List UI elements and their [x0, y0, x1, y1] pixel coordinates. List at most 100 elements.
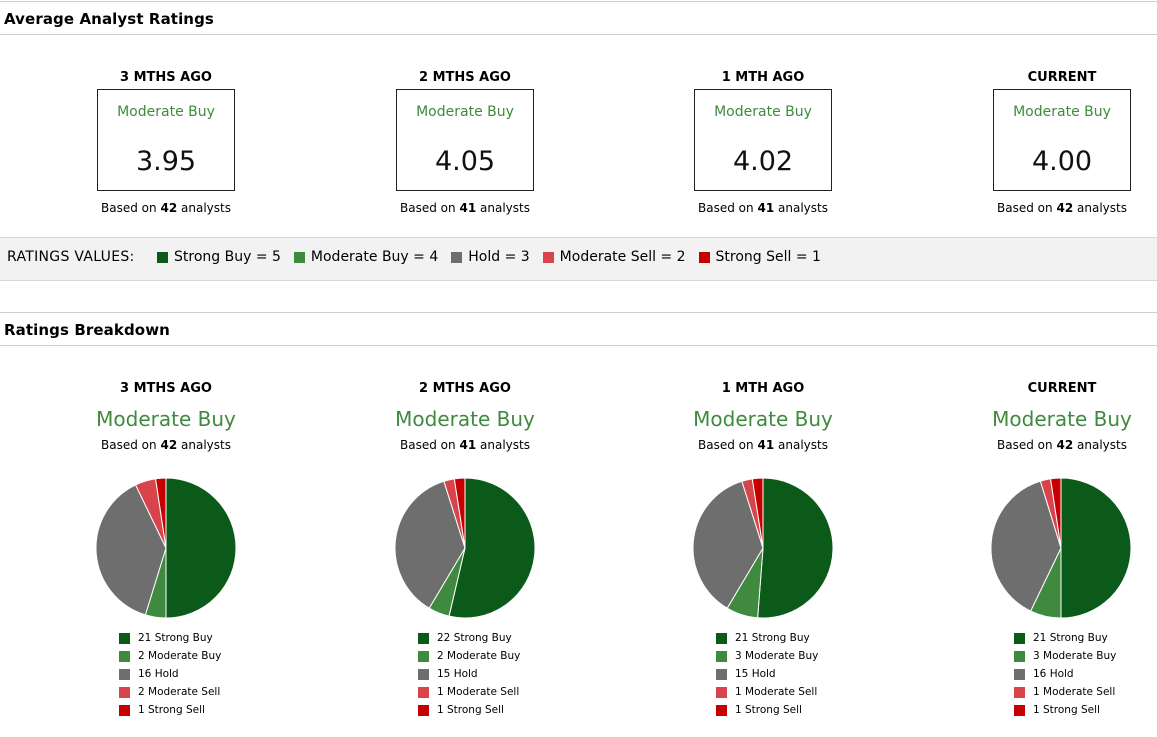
based-on-text: Based on 41 analysts: [400, 201, 530, 215]
slice-hold[interactable]: [394, 480, 466, 609]
breakdown-period-1m: 1 MTH AGO Moderate Buy Based on 41 analy…: [673, 381, 853, 452]
ratings-value-moderate-buy: Moderate Buy = 4: [293, 249, 438, 265]
breakdown-period-current: CURRENT Moderate Buy Based on 42 analyst…: [972, 381, 1152, 452]
slice-strong-buy[interactable]: [165, 477, 237, 619]
slice-strong-sell[interactable]: [1049, 477, 1062, 549]
swatch-icon: [119, 632, 130, 644]
avg-period-1m: 1 MTH AGO Moderate Buy 4.02 Based on 41 …: [673, 70, 853, 215]
slice-strong-sell[interactable]: [751, 477, 764, 549]
swatch-icon: [418, 686, 429, 698]
swatch-icon: [716, 632, 727, 644]
period-label: 3 MTHS AGO: [120, 70, 212, 85]
rating-box: Moderate Buy 4.02: [694, 89, 832, 191]
slice-strong-buy[interactable]: [1060, 477, 1132, 619]
swatch-icon: [418, 704, 429, 716]
legend-item: 1 Moderate Sell: [1014, 683, 1116, 701]
slice-strong-sell[interactable]: [154, 477, 167, 549]
legend-item: 3 Moderate Buy: [1014, 647, 1116, 665]
rating-score: 3.95: [135, 146, 197, 177]
legend-item: 2 Moderate Buy: [418, 647, 520, 665]
ratings-value-strong-sell: Strong Sell = 1: [698, 249, 821, 265]
swatch-icon: [157, 251, 168, 263]
average-ratings-header: Average Analyst Ratings: [0, 1, 1157, 35]
slice-strong-buy[interactable]: [448, 477, 536, 619]
legend-item: 21 Strong Buy: [716, 629, 818, 647]
legend-item: 16 Hold: [1014, 665, 1116, 683]
pie-legend-current: 21 Strong Buy 3 Moderate Buy 16 Hold 1 M…: [1014, 629, 1116, 719]
average-ratings-title: Average Analyst Ratings: [4, 10, 214, 28]
analyst-count: 42: [160, 438, 178, 452]
swatch-icon: [1014, 668, 1025, 680]
breakdown-period-2m: 2 MTHS AGO Moderate Buy Based on 41 anal…: [375, 381, 555, 452]
pie-legend-3m: 21 Strong Buy 2 Moderate Buy 16 Hold 2 M…: [119, 629, 221, 719]
avg-period-3m: 3 MTHS AGO Moderate Buy 3.95 Based on 42…: [76, 70, 256, 215]
avg-period-2m: 2 MTHS AGO Moderate Buy 4.05 Based on 41…: [375, 70, 555, 215]
based-on-text: Based on 42 analysts: [997, 201, 1127, 215]
avg-period-current: CURRENT Moderate Buy 4.00 Based on 42 an…: [972, 70, 1152, 215]
analyst-count: 42: [1056, 438, 1074, 452]
swatch-icon: [716, 704, 727, 716]
swatch-icon: [1014, 632, 1025, 644]
slice-strong-sell[interactable]: [453, 477, 466, 549]
based-on-text: Based on 41 analysts: [698, 201, 828, 215]
pie-chart-3m: [95, 477, 237, 619]
period-label: 2 MTHS AGO: [419, 70, 511, 85]
period-label: 1 MTH AGO: [721, 70, 805, 85]
period-label: CURRENT: [1027, 70, 1097, 85]
based-on-text: Based on 41 analysts: [400, 438, 530, 452]
rating-score: 4.00: [1031, 146, 1093, 177]
rating-name: Moderate Buy: [1013, 104, 1111, 120]
swatch-icon: [542, 251, 554, 263]
ratings-breakdown-title: Ratings Breakdown: [4, 321, 170, 339]
rating-score: 4.05: [434, 146, 496, 177]
swatch-icon: [418, 668, 429, 680]
legend-item: 2 Moderate Buy: [119, 647, 221, 665]
legend-item: 22 Strong Buy: [418, 629, 520, 647]
pie-chart-1m: [692, 477, 834, 619]
breakdown-rating: Moderate Buy: [992, 407, 1132, 431]
legend-item: 16 Hold: [119, 665, 221, 683]
swatch-icon: [716, 686, 727, 698]
rating-box: Moderate Buy 4.05: [396, 89, 534, 191]
ratings-breakdown-header: Ratings Breakdown: [0, 312, 1157, 346]
legend-item: 3 Moderate Buy: [716, 647, 818, 665]
breakdown-period-3m: 3 MTHS AGO Moderate Buy Based on 42 anal…: [76, 381, 256, 452]
ratings-value-moderate-sell: Moderate Sell = 2: [542, 249, 686, 265]
rating-name: Moderate Buy: [714, 104, 812, 120]
pie-legend-1m: 21 Strong Buy 3 Moderate Buy 15 Hold 1 M…: [716, 629, 818, 719]
legend-item: 1 Moderate Sell: [716, 683, 818, 701]
legend-item: 1 Strong Sell: [418, 701, 520, 719]
pie-chart-2m: [394, 477, 536, 619]
analyst-count: 41: [757, 438, 775, 452]
swatch-icon: [418, 650, 429, 662]
breakdown-rating: Moderate Buy: [693, 407, 833, 431]
swatch-icon: [119, 668, 130, 680]
period-label: 2 MTHS AGO: [419, 381, 511, 396]
swatch-icon: [1014, 686, 1025, 698]
swatch-icon: [716, 668, 727, 680]
swatch-icon: [119, 704, 130, 716]
analyst-count: 41: [459, 438, 477, 452]
rating-score: 4.02: [732, 146, 794, 177]
analyst-count: 41: [459, 201, 477, 215]
pie-chart-current: [990, 477, 1132, 619]
slice-hold[interactable]: [990, 480, 1062, 612]
swatch-icon: [293, 251, 305, 263]
pie-legend-2m: 22 Strong Buy 2 Moderate Buy 15 Hold 1 M…: [418, 629, 520, 719]
swatch-icon: [716, 650, 727, 662]
legend-item: 1 Strong Sell: [1014, 701, 1116, 719]
legend-item: 21 Strong Buy: [1014, 629, 1116, 647]
based-on-text: Based on 42 analysts: [101, 438, 231, 452]
breakdown-rating: Moderate Buy: [96, 407, 236, 431]
breakdown-rating: Moderate Buy: [395, 407, 535, 431]
slice-hold[interactable]: [692, 480, 764, 609]
ratings-value-strong-buy: Strong Buy = 5: [157, 249, 281, 265]
swatch-icon: [698, 251, 710, 263]
period-label: CURRENT: [1027, 381, 1097, 396]
slice-hold[interactable]: [95, 484, 167, 616]
legend-item: 1 Strong Sell: [119, 701, 221, 719]
slice-strong-buy[interactable]: [757, 477, 834, 619]
legend-item: 21 Strong Buy: [119, 629, 221, 647]
rating-box: Moderate Buy 3.95: [97, 89, 235, 191]
period-label: 3 MTHS AGO: [120, 381, 212, 396]
